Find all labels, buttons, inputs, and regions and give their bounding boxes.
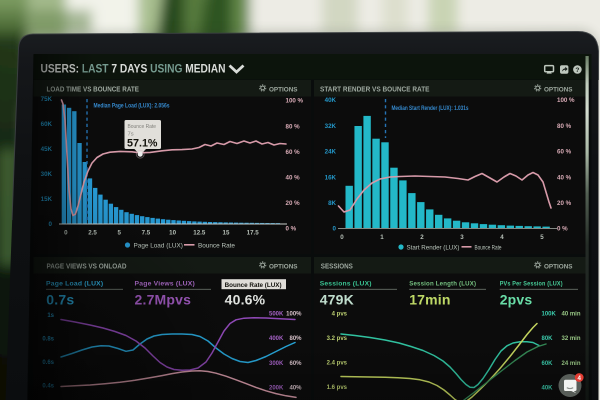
svg-text:4: 4	[577, 375, 581, 382]
